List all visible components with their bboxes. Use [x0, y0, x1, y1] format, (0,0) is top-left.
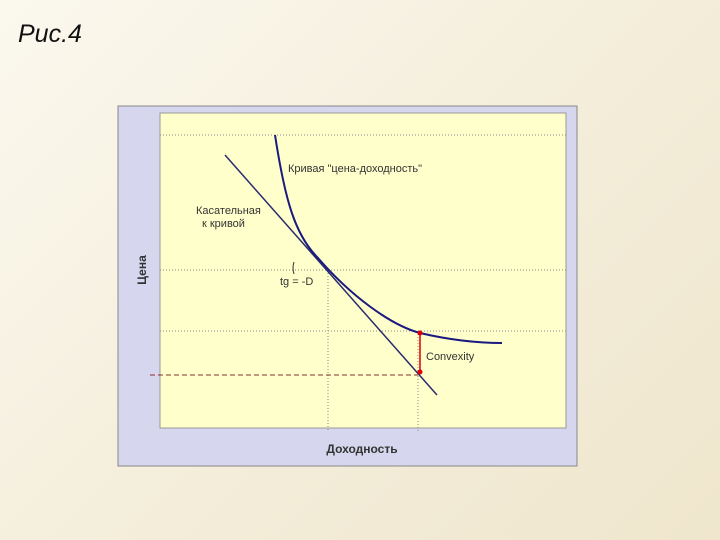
curve-label: Кривая "цена-доходность": [288, 163, 422, 175]
slope-label: tg = -D: [280, 276, 313, 288]
arrow-head: [417, 369, 423, 375]
y-axis-label: Цена: [135, 255, 149, 285]
angle-mark: [292, 261, 295, 275]
convexity-label: Convexity: [426, 351, 475, 363]
tangent-label: Касательная: [196, 205, 261, 217]
arrow-head: [417, 330, 423, 336]
slide-title: Рис.4: [18, 20, 82, 48]
price-yield-curve: [274, 134, 503, 344]
tangent-line: [224, 154, 438, 396]
tangent-label: к кривой: [202, 218, 245, 230]
x-axis-label: Доходность: [326, 442, 397, 456]
